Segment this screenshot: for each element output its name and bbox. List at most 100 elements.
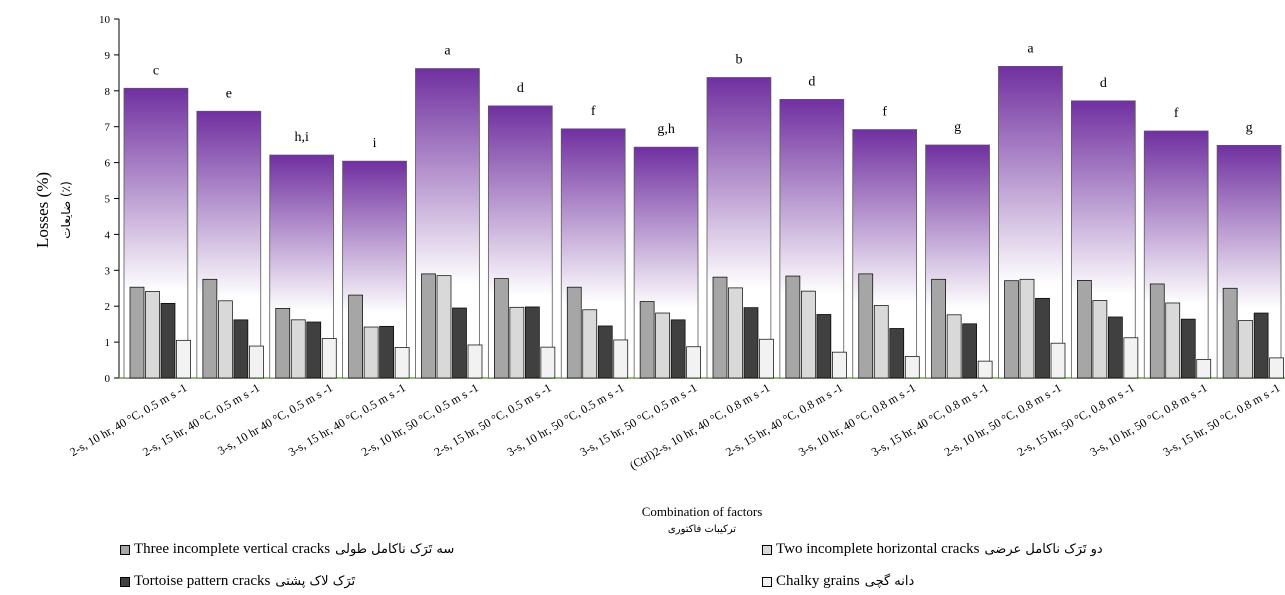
- x-tick-labels: 2-s, 10 hr, 40 °C, 0.5 m s -1 2-s, 15 hr,…: [67, 380, 1282, 472]
- series-bar: [1035, 297, 1050, 379]
- series-bar: [946, 314, 962, 379]
- x-tick-label: 3-s, 10 hr, 50 °C, 0.5 m s -1: [504, 380, 626, 459]
- y-tick-label: 9: [105, 50, 111, 62]
- series-bar: [494, 278, 509, 379]
- x-tick-label: 3-s, 10 hr, 50 °C, 0.8 m s -1: [1087, 380, 1209, 459]
- series-bar: [1077, 280, 1092, 379]
- series-bar: [639, 301, 655, 379]
- series-bar: [321, 338, 337, 379]
- series-bar: [202, 278, 218, 379]
- series-bar: [712, 276, 728, 379]
- series-bar: [1238, 320, 1253, 379]
- legend-swatch-icon: [120, 576, 130, 587]
- series-bar: [1004, 280, 1019, 379]
- series-bar: [306, 321, 322, 379]
- series-bar: [582, 309, 598, 379]
- series-bar: [467, 344, 483, 379]
- x-axis-label: Combination of factors: [642, 504, 763, 519]
- series-bar: [597, 325, 613, 379]
- series-bar: [801, 290, 816, 379]
- series-bar: [931, 278, 946, 379]
- y-tick-label: 5: [105, 194, 111, 206]
- significance-letter: d: [517, 81, 524, 96]
- series-bar: [686, 346, 701, 379]
- series-bar: [1269, 357, 1284, 379]
- significance-letter: f: [882, 105, 887, 120]
- series-bar: [290, 319, 306, 379]
- series-bar: [129, 286, 145, 379]
- legend-item-tortoise: Tortoise pattern cracks تَرَک لاک پشتی: [120, 573, 355, 590]
- significance-letters: c e h,i i a d f g,h b d f g a d f g: [153, 41, 1253, 151]
- series-bar: [962, 323, 977, 379]
- legend-label: Chalky grains: [776, 573, 860, 589]
- series-bar: [1253, 312, 1269, 379]
- series-bar: [743, 307, 759, 379]
- series-bar: [394, 347, 410, 379]
- legend-label: Three incomplete vertical cracks: [134, 541, 331, 557]
- series-bar: [421, 273, 436, 379]
- x-tick-label: 2-s, 15 hr, 40 °C, 0.8 m s -1: [723, 380, 845, 459]
- legend-label: Tortoise pattern cracks: [134, 573, 271, 589]
- series-bar: [525, 306, 540, 379]
- significance-letter: f: [1174, 106, 1179, 121]
- series-bar: [145, 291, 160, 379]
- series-bar: [832, 351, 847, 379]
- legend-label-fa: دانه گچی: [864, 574, 915, 589]
- legend-label-fa: سه تَرَک ناکامل طولی: [335, 542, 455, 557]
- series-bar: [816, 314, 832, 379]
- x-tick-label: 2-s, 15 hr, 50 °C, 0.5 m s -1: [432, 380, 554, 459]
- series-bar: [452, 307, 467, 379]
- series-bar: [1165, 302, 1181, 379]
- legend-label-fa: تَرَک لاک پشتی: [275, 574, 356, 589]
- significance-letter: a: [1027, 41, 1034, 56]
- significance-letter: g: [1246, 120, 1253, 135]
- x-tick-label: 2-s, 15 hr, 50 °C, 0.8 m s -1: [1015, 380, 1137, 459]
- series-bar: [613, 339, 629, 379]
- significance-letter: d: [808, 74, 815, 89]
- series-bar: [275, 308, 291, 379]
- series-bar: [1149, 283, 1165, 379]
- series-bar: [348, 294, 363, 379]
- series-bar: [1123, 337, 1139, 379]
- x-axis-label-fa: ترکیبات فاکتوری: [668, 524, 736, 535]
- x-tick-label: 3-s, 15 hr, 50 °C, 0.8 m s -1: [1160, 380, 1282, 459]
- significance-letter: a: [444, 44, 451, 59]
- series-bar: [249, 345, 264, 379]
- significance-letter: d: [1100, 76, 1107, 91]
- series-bar: [1108, 316, 1123, 379]
- legend-swatch-icon: [762, 576, 772, 587]
- y-axis-label-fa: ضایعات (٪): [59, 181, 73, 239]
- series-bar: [1092, 300, 1108, 379]
- legend-label-fa: دو تَرَک ناکامل عرضی: [984, 542, 1103, 557]
- series-bar: [540, 346, 556, 379]
- legend-item-three-vertical: Three incomplete vertical cracks سه تَرَ…: [120, 541, 454, 558]
- significance-letter: g: [954, 120, 961, 135]
- series-bar: [218, 300, 233, 379]
- y-tick-label: 0: [105, 373, 111, 385]
- series-bar: [1019, 278, 1035, 379]
- x-tick-label: 3-s, 10 hr, 40 °C, 0.8 m s -1: [796, 380, 918, 459]
- series-bar: [728, 287, 743, 379]
- y-tick-label: 6: [105, 158, 111, 170]
- series-bar: [509, 306, 525, 379]
- series-bar: [873, 305, 889, 379]
- legend-label: Two incomplete horizontal cracks: [776, 541, 980, 557]
- x-tick-label: 3-s, 10 hr 40 °C, 0.5 m s -1: [215, 380, 335, 457]
- series-bar: [1180, 318, 1196, 379]
- series-bar: [160, 302, 176, 379]
- series-bar: [566, 286, 582, 379]
- significance-letter: b: [735, 53, 742, 68]
- x-tick-label: 3-s, 15 hr, 40 °C, 0.8 m s -1: [869, 380, 991, 459]
- x-tick-label: 2-s, 10 hr, 40 °C, 0.5 m s -1: [67, 380, 189, 459]
- y-tick-label: 4: [105, 229, 111, 241]
- y-tick-label: 8: [105, 86, 111, 98]
- series-bar: [904, 356, 920, 379]
- series-bar: [759, 338, 774, 379]
- legend-item-two-horizontal: Two incomplete horizontal cracks دو تَرَ…: [762, 541, 1103, 558]
- series-bar: [977, 360, 993, 379]
- series-bar: [889, 328, 905, 379]
- series-bar: [785, 275, 801, 379]
- significance-letter: g,h: [657, 122, 675, 137]
- series-bar: [1050, 342, 1066, 379]
